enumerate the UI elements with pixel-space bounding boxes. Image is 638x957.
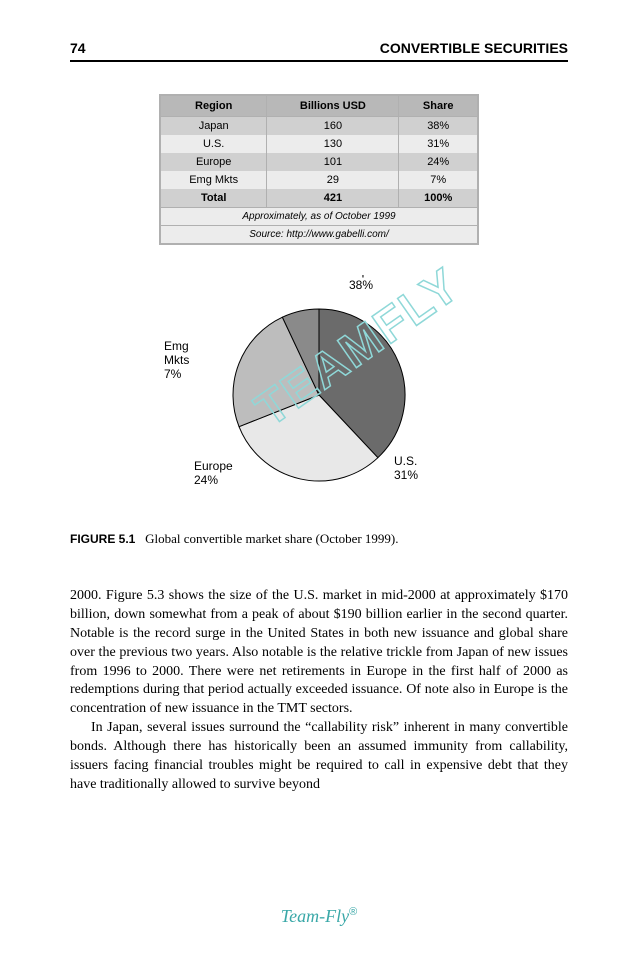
- table-cell: Total: [160, 189, 267, 208]
- figure-label: FIGURE 5.1: [70, 532, 135, 546]
- page-number: 74: [70, 40, 86, 56]
- table-cell: U.S.: [160, 135, 267, 153]
- body-text: 2000. Figure 5.3 shows the size of the U…: [70, 587, 568, 795]
- table-cell: Japan: [160, 117, 267, 136]
- table-cell: 24%: [399, 153, 478, 171]
- table-row: U.S.13031%: [160, 135, 478, 153]
- table-row: Europe10124%: [160, 153, 478, 171]
- market-share-table: Region Billions USD Share Japan16038%U.S…: [159, 94, 479, 245]
- table-cell: 160: [267, 117, 399, 136]
- registered-icon: ®: [349, 906, 357, 918]
- footer-brand-text: Team-Fly: [281, 906, 349, 926]
- pie-svg: Japan38% U.S.31% Europe24% EmgMkts7%: [149, 275, 489, 515]
- col-share: Share: [399, 95, 478, 117]
- footer-brand: Team-Fly®: [0, 906, 638, 927]
- col-usd: Billions USD: [267, 95, 399, 117]
- table-note-date: Approximately, as of October 1999: [160, 208, 478, 226]
- table-cell: 130: [267, 135, 399, 153]
- figure-caption-text: Global convertible market share (October…: [145, 531, 398, 546]
- pie-label: U.S.31%: [394, 454, 418, 482]
- table-cell: 38%: [399, 117, 478, 136]
- table-cell: Emg Mkts: [160, 171, 267, 189]
- paragraph: 2000. Figure 5.3 shows the size of the U…: [70, 587, 568, 719]
- paragraph: In Japan, several issues surround the “c…: [70, 719, 568, 795]
- table-header-row: Region Billions USD Share: [160, 95, 478, 117]
- col-region: Region: [160, 95, 267, 117]
- table-cell: 421: [267, 189, 399, 208]
- running-head: CONVERTIBLE SECURITIES: [380, 40, 568, 56]
- table-cell: 29: [267, 171, 399, 189]
- table-row: Emg Mkts297%: [160, 171, 478, 189]
- pie-label: Japan38%: [349, 275, 382, 292]
- table-cell: 100%: [399, 189, 478, 208]
- table-cell: Europe: [160, 153, 267, 171]
- pie-label: EmgMkts7%: [164, 339, 189, 381]
- table-cell: 101: [267, 153, 399, 171]
- table-cell: 31%: [399, 135, 478, 153]
- table-cell: 7%: [399, 171, 478, 189]
- table-note-source: Source: http://www.gabelli.com/: [160, 226, 478, 245]
- figure-caption: FIGURE 5.1 Global convertible market sha…: [70, 531, 568, 547]
- pie-chart: Japan38% U.S.31% Europe24% EmgMkts7%: [70, 275, 568, 515]
- table-total-row: Total421100%: [160, 189, 478, 208]
- page-header: 74 CONVERTIBLE SECURITIES: [70, 40, 568, 62]
- table-row: Japan16038%: [160, 117, 478, 136]
- pie-label: Europe24%: [194, 459, 233, 487]
